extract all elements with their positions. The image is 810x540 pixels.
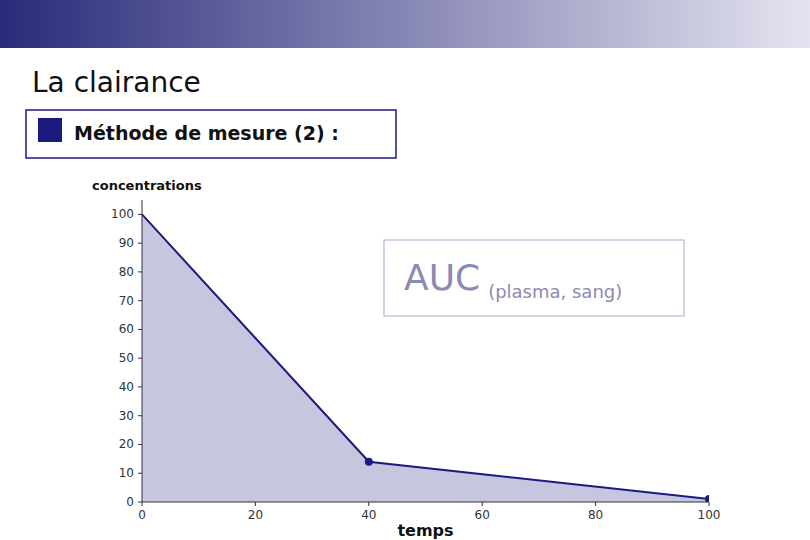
x-tick-label: 60 bbox=[475, 508, 490, 522]
y-tick-label: 50 bbox=[119, 351, 134, 365]
subtitle-box bbox=[26, 110, 396, 158]
y-tick bbox=[138, 444, 142, 445]
x-tick bbox=[709, 502, 710, 506]
x-tick bbox=[368, 502, 369, 506]
y-tick-label: 40 bbox=[119, 380, 134, 394]
x-tick bbox=[595, 502, 596, 506]
subtitle-bullet bbox=[38, 118, 62, 142]
y-tick-label: 80 bbox=[119, 265, 134, 279]
annotation-box bbox=[384, 240, 684, 316]
x-tick-label: 80 bbox=[588, 508, 603, 522]
y-tick bbox=[138, 415, 142, 416]
y-tick-label: 10 bbox=[119, 466, 134, 480]
header-band bbox=[0, 0, 810, 48]
y-axis-label: concentrations bbox=[92, 178, 202, 193]
y-tick bbox=[138, 502, 142, 503]
point bbox=[365, 458, 373, 466]
x-tick-label: 20 bbox=[248, 508, 263, 522]
x-tick bbox=[142, 502, 143, 506]
plot-data bbox=[142, 214, 709, 502]
y-tick-label: 90 bbox=[119, 236, 134, 250]
y-tick bbox=[138, 214, 142, 215]
chart-root: La clairance Méthode de mesure (2) : 0 20 40… bbox=[0, 0, 810, 540]
x-tick-label: 40 bbox=[361, 508, 376, 522]
annotation: (plasma, sang) bbox=[488, 281, 622, 302]
title: La clairance bbox=[32, 66, 201, 99]
area-fill bbox=[142, 214, 709, 502]
y-tick-label: 0 bbox=[126, 495, 134, 509]
y-tick-label: 100 bbox=[111, 207, 134, 221]
y-tick bbox=[138, 300, 142, 301]
y-tick bbox=[138, 243, 142, 244]
point bbox=[705, 495, 709, 502]
x-axis-label: temps bbox=[397, 521, 453, 540]
y-tick bbox=[138, 329, 142, 330]
y-tick-label: 70 bbox=[119, 294, 134, 308]
line bbox=[142, 214, 709, 499]
x-tick-label: 0 bbox=[138, 508, 146, 522]
annotation: AUC bbox=[404, 257, 480, 298]
subtitle: Méthode de mesure (2) : bbox=[74, 122, 339, 144]
y-tick bbox=[138, 358, 142, 359]
x-tick bbox=[255, 502, 256, 506]
y-tick bbox=[138, 271, 142, 272]
y-tick-label: 30 bbox=[119, 409, 134, 423]
y-tick-label: 60 bbox=[119, 322, 134, 336]
y-tick bbox=[138, 386, 142, 387]
x-tick-label: 100 bbox=[698, 508, 721, 522]
y-tick bbox=[138, 473, 142, 474]
x-tick bbox=[482, 502, 483, 506]
chart-svg: La clairance Méthode de mesure (2) : 0 20 40… bbox=[0, 0, 810, 540]
y-tick-label: 20 bbox=[119, 437, 134, 451]
